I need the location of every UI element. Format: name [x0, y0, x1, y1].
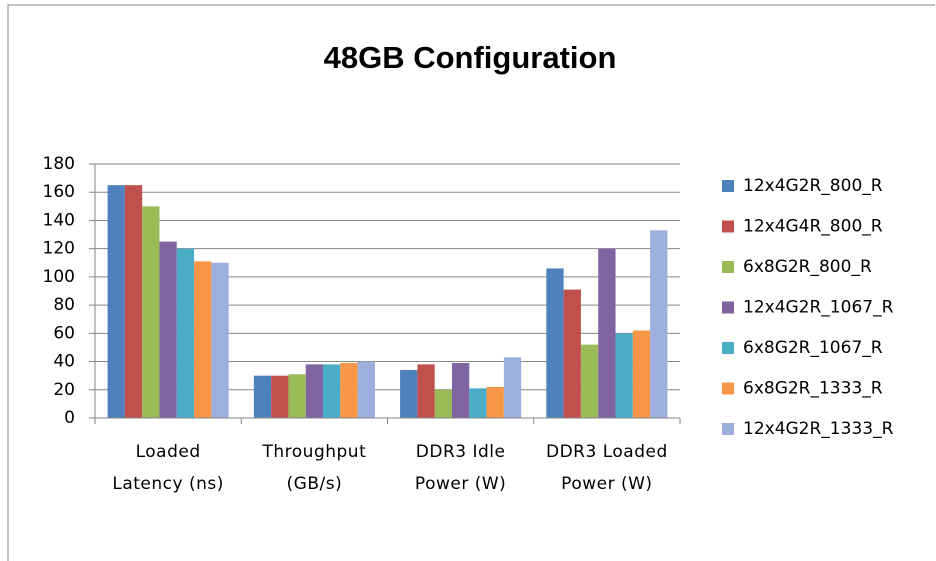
bar	[107, 185, 125, 418]
legend-swatch	[722, 342, 734, 354]
x-tick-label: Throughput (GB/s)	[262, 442, 367, 494]
x-tick-label: Loaded Latency (ns)	[112, 442, 224, 494]
bar	[305, 364, 324, 418]
bar	[451, 362, 470, 418]
bar	[650, 230, 668, 418]
y-tick-label: 100	[43, 267, 75, 287]
y-tick-label: 140	[43, 210, 75, 230]
legend-swatch	[722, 261, 734, 273]
legend-swatch	[722, 220, 734, 233]
bar	[211, 262, 229, 418]
y-tick-label: 0	[64, 408, 75, 428]
y-tick-label: 120	[43, 239, 75, 259]
bar	[615, 333, 633, 418]
chart-border	[7, 4, 935, 561]
bar	[194, 261, 212, 418]
y-tick-label: 20	[53, 380, 75, 400]
bar	[340, 362, 358, 418]
y-tick-label: 80	[53, 295, 75, 315]
bar	[546, 268, 564, 418]
legend-swatch	[722, 301, 734, 314]
bar	[469, 388, 487, 418]
x-tick-label: DDR3 Idle Power (W)	[414, 442, 507, 494]
legend-label: 6x8G2R_1067_R	[743, 338, 883, 358]
legend-label: 12x4G2R_800_R	[743, 176, 883, 196]
bar	[323, 364, 341, 418]
y-tick-label: 160	[43, 182, 75, 202]
legend-label: 6x8G2R_1333_R	[743, 379, 883, 399]
legend-swatch	[722, 382, 734, 395]
bar	[434, 389, 452, 418]
bar	[598, 248, 616, 418]
bar	[288, 374, 306, 418]
bar	[124, 185, 143, 418]
bar	[400, 370, 418, 418]
legend-swatch	[722, 423, 734, 435]
legend-swatch	[722, 180, 734, 192]
legend-label: 12x4G2R_1333_R	[743, 419, 894, 439]
y-tick-label: 60	[53, 323, 75, 343]
bar	[486, 386, 504, 418]
y-tick-label: 40	[53, 352, 75, 372]
legend-label: 12x4G4R_800_R	[743, 217, 883, 237]
bar	[503, 357, 522, 418]
bar	[563, 289, 581, 418]
bar	[142, 206, 160, 418]
legend-label: 12x4G2R_1067_R	[743, 298, 894, 318]
legend-label: 6x8G2R_800_R	[743, 257, 872, 277]
bar	[580, 344, 599, 418]
bar	[159, 241, 177, 418]
y-tick-label: 180	[43, 154, 75, 174]
x-tick-label: DDR3 Loaded Power (W)	[546, 442, 668, 494]
chart-title: 48GB Configuration	[324, 40, 617, 75]
bar	[357, 361, 375, 418]
bar	[176, 248, 195, 418]
bar	[271, 375, 289, 418]
bar	[417, 364, 435, 418]
bar	[253, 375, 272, 418]
bar	[632, 330, 651, 418]
